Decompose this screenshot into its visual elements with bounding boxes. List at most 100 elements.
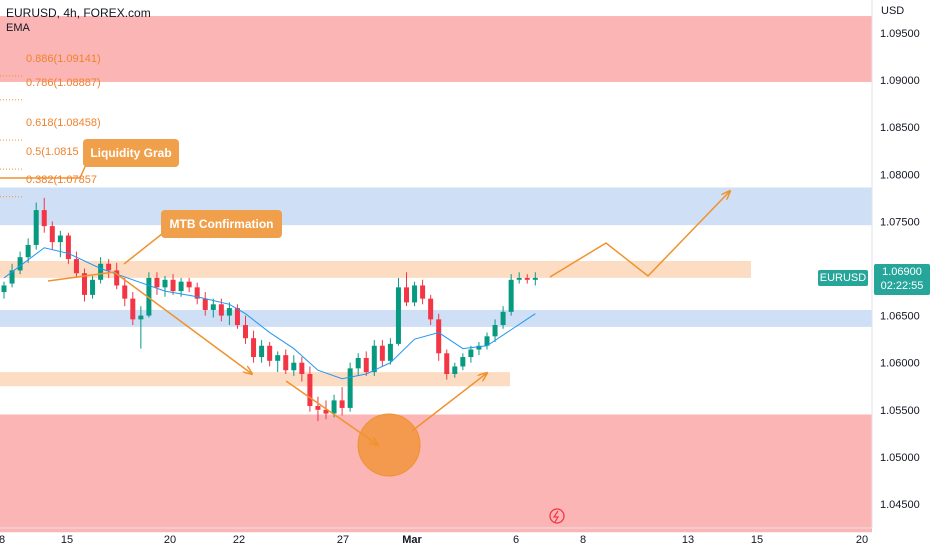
zone-orange-4 [0,372,510,387]
candle-body [315,406,321,410]
liquidity-pointer [0,159,89,179]
price-axis-layer: 1.045001.050001.055001.060001.065001.070… [871,0,920,528]
candle-body [484,336,490,346]
chart-symbol-title[interactable]: EURUSD, 4h, FOREX.com [6,6,151,20]
x-tick-label: Mar [402,534,422,546]
current-price-badge: 1.06900 02:22:55 [874,264,930,295]
bar-countdown: 02:22:55 [880,280,924,292]
zone-blue-3 [0,309,872,327]
price-axis-unit: USD [881,5,905,17]
mtb-confirmation-callout[interactable]: MTB Confirmation [161,210,282,238]
candle-body [323,409,329,414]
candle-body [146,277,152,316]
projection-arrow-0 [47,271,115,282]
candle-body [371,345,377,373]
candle-body [17,257,23,271]
candle-body [9,270,15,284]
candle-body [339,400,345,408]
x-tick-label: 27 [337,534,349,546]
candle-body [468,349,474,358]
projection-arrow-1 [113,271,252,374]
y-tick-label: 1.08500 [880,122,920,134]
candle-body [444,353,450,375]
zone-supply-5 [0,414,872,533]
zones-layer [0,16,872,533]
y-tick-label: 1.06500 [880,311,920,323]
current-symbol-badge: EURUSD [818,270,868,286]
candle-body [412,285,418,303]
candle-body [82,273,87,295]
candle-body [363,357,369,373]
liquidity-circle [357,413,421,477]
fib-label-0886: 0.886(1.09141) [26,53,101,65]
fib-label-0382: 0.382(1.07857 [26,174,97,186]
time-axis-layer: 8 15 20 22 27 Mar 6 8 13 15 20 [0,527,872,546]
current-price: 1.06900 [882,266,922,278]
y-tick-label: 1.05000 [880,452,920,464]
candle-body [275,355,281,361]
candle-body [387,343,393,361]
y-tick-label: 1.09500 [880,28,920,40]
candle-body [436,319,442,354]
candle-body [178,281,184,292]
y-tick-label: 1.08000 [880,169,920,181]
x-tick-label: 13 [682,534,694,546]
x-tick-label: 8 [580,534,586,546]
candle-body [267,345,273,361]
fib-label-05: 0.5(1.0815 [26,146,79,158]
x-tick-label: 20 [856,534,868,546]
liquidity-grab-callout[interactable]: Liquidity Grab [83,139,179,167]
zone-orange-2 [0,260,751,278]
candle-body [90,279,96,295]
y-tick-label: 1.06000 [880,358,920,370]
y-tick-label: 1.09000 [880,75,920,87]
candle-body [106,263,112,271]
x-tick-label: 8 [0,534,5,546]
x-tick-label: 15 [751,534,763,546]
y-tick-label: 1.07500 [880,216,920,228]
candle-body [170,279,176,292]
indicator-label[interactable]: EMA [6,22,30,34]
candle-body [524,277,530,280]
candle-body [428,298,434,320]
event-icon [549,508,565,524]
candle-body [138,315,144,320]
candle-body [57,235,63,243]
candle-body [1,285,7,293]
candle-body [210,304,216,310]
candle-body [218,304,224,316]
candle-body [395,287,401,344]
candle-body [492,325,498,337]
candle-body [291,362,297,371]
x-tick-label: 6 [513,534,519,546]
candle-body [331,400,337,414]
candle-body [186,281,192,288]
event-icon-bolt [552,510,560,523]
candle-body [41,210,47,227]
candle-body [162,279,168,288]
candle-body [299,362,305,375]
y-tick-label: 1.04500 [880,499,920,511]
candle-body [500,311,506,326]
candles-layer [1,197,538,422]
candle-body [130,298,136,320]
candle-body [33,210,39,245]
projection-arrow-3 [411,373,487,432]
candle-body [307,374,313,407]
candle-body [234,308,240,326]
zone-blue-1 [0,187,872,226]
candle-body [98,263,104,280]
candle-body [404,287,409,303]
candle-body [243,325,248,339]
x-tick-label: 20 [164,534,176,546]
candle-body [476,345,482,350]
candle-body [460,357,466,367]
candle-body [532,277,538,280]
fib-layer [0,75,22,198]
candle-body [259,345,265,358]
candle-body [226,308,232,316]
candle-body [73,259,79,274]
candle-body [508,279,514,312]
